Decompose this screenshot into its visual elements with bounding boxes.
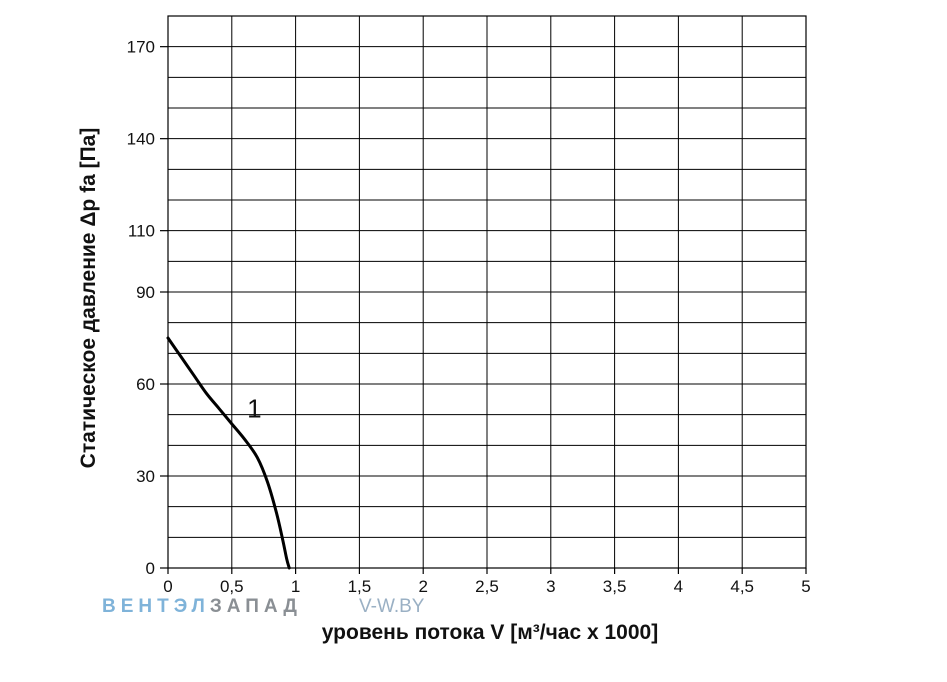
svg-text:ВЕНТЭЛЗАПАД: ВЕНТЭЛЗАПАД (102, 596, 302, 617)
watermark-site: V-W.BY (359, 596, 425, 617)
watermark: ВЕНТЭЛЗАПАД V-W.BY (102, 596, 425, 617)
series-line-1 (166, 336, 291, 570)
y-tick-label: 140 (127, 130, 155, 149)
x-tick-label: 5 (801, 577, 810, 596)
y-tick-label: 110 (128, 222, 155, 241)
x-tick-label: 2,5 (475, 577, 499, 596)
watermark-brand-part1: ВЕНТЭЛ (102, 596, 210, 617)
x-tick-label: 2 (418, 577, 427, 596)
x-axis-title: уровень потока V [м³/час x 1000] (322, 621, 658, 644)
x-tick-label: 1,5 (348, 577, 372, 596)
x-tick-label: 3,5 (603, 577, 627, 596)
curve-layer: 1 (166, 336, 291, 570)
y-tick-label: 170 (127, 38, 155, 57)
x-tick-label: 1 (291, 577, 300, 596)
grid (167, 15, 807, 569)
x-tick-label: 0,5 (220, 577, 244, 596)
watermark-brand-part2: ЗАПАД (210, 596, 302, 617)
y-tick-label: 90 (136, 283, 155, 302)
series-label-1: 1 (247, 394, 261, 424)
y-tick-label: 0 (146, 559, 155, 578)
x-tick-label: 4,5 (730, 577, 754, 596)
x-tick-label: 0 (163, 577, 172, 596)
y-tick-label: 30 (136, 467, 155, 486)
y-axis-title: Статическое давление Δp fa [Па] (77, 128, 100, 469)
y-tick-label: 60 (136, 375, 155, 394)
x-tick-label: 4 (674, 577, 683, 596)
x-tick-label: 3 (546, 577, 555, 596)
axis-ticks: 0 30 60 90 110 140 170 0 0,5 1 1,5 2 2,5 3 3,5 4 4,5 5 (127, 38, 811, 596)
